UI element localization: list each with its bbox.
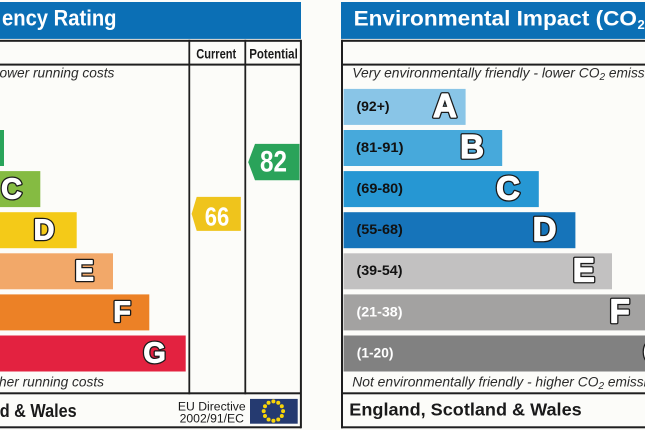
svg-text:Not environmentally friendly -: Not environmentally friendly - higher CO… [352,373,645,392]
svg-text:D: D [533,210,557,247]
svg-text:EU Directive: EU Directive [178,399,246,413]
svg-text:E: E [573,252,595,289]
svg-text:B: B [460,128,484,165]
svg-text:d & Wales: d & Wales [0,401,77,421]
svg-text:(81-91): (81-91) [356,140,404,156]
svg-text:Potential: Potential [249,45,298,61]
svg-text:ower running costs: ower running costs [0,65,115,80]
svg-text:C: C [1,173,22,205]
svg-text:2002/91/EC: 2002/91/EC [180,412,245,426]
svg-text:E: E [75,256,94,288]
svg-text:F: F [113,297,131,329]
svg-text:82: 82 [260,145,287,178]
svg-text:C: C [1,173,22,205]
svg-text:ency Rating: ency Rating [2,5,117,30]
svg-text:A: A [433,87,457,124]
svg-text:D: D [533,210,557,247]
svg-text:C: C [496,169,520,206]
svg-text:Current: Current [196,45,236,61]
svg-text:(55-68): (55-68) [357,222,404,238]
svg-text:2: 2 [638,17,645,32]
svg-text:E: E [573,252,595,289]
svg-text:Environmental Impact (CO: Environmental Impact (CO [354,7,637,30]
svg-text:(39-54): (39-54) [357,263,403,279]
svg-text:66: 66 [205,203,230,231]
svg-text:England, Scotland & Wales: England, Scotland & Wales [349,400,582,420]
svg-text:D: D [34,214,55,246]
svg-text:D: D [34,214,55,246]
svg-text:F: F [610,292,630,329]
svg-text:(69-80): (69-80) [357,181,404,197]
svg-text:E: E [75,256,94,288]
svg-text:C: C [496,169,520,206]
svg-text:G: G [643,333,645,370]
svg-text:(92+): (92+) [357,99,390,115]
svg-text:B: B [460,128,484,165]
svg-text:F: F [113,297,131,329]
svg-text:A: A [433,87,457,124]
svg-text:F: F [610,292,630,329]
svg-text:G: G [643,333,645,370]
svg-text:(21-38): (21-38) [357,304,403,320]
svg-text:Very environmentally friendly: Very environmentally friendly - lower CO… [352,64,645,83]
svg-text:G: G [143,338,165,370]
svg-text:G: G [143,338,165,370]
svg-text:her running costs: her running costs [0,374,104,389]
svg-text:(1-20): (1-20) [357,345,394,361]
